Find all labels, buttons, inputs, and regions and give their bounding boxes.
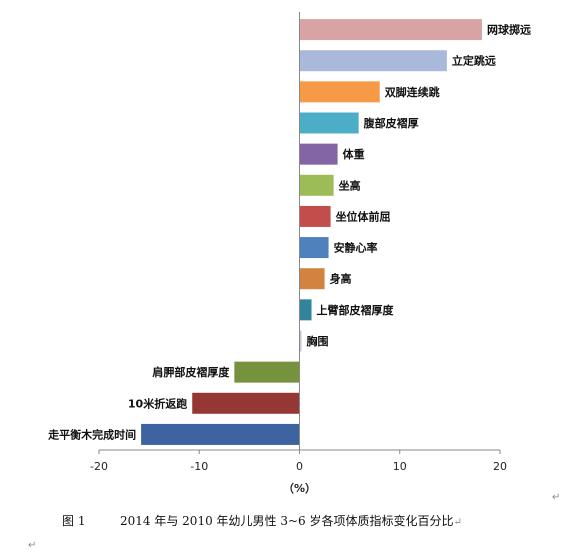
category-labels-group: 网球掷远立定跳远双脚连续跳腹部皮褶厚体重坐高坐位体前屈安静心率身高上臂部皮褶厚度… — [47, 23, 531, 442]
category-label-1: 立定跳远 — [452, 54, 496, 68]
figure-number: 图 1 — [62, 514, 86, 528]
paragraph-mark: ↵ — [28, 540, 37, 551]
bar-4 — [299, 143, 338, 165]
category-label-7: 安静心率 — [334, 241, 378, 255]
category-label-2: 双脚连续跳 — [385, 85, 440, 99]
bar-1 — [299, 50, 447, 72]
bars-group — [141, 19, 482, 445]
bar-5 — [299, 174, 334, 196]
bar-6 — [299, 205, 331, 227]
x-tick-label-0: -20 — [90, 460, 108, 473]
x-tick-label-3: 10 — [393, 460, 407, 473]
category-label-10: 胸围 — [307, 334, 329, 348]
category-label-12: 10米折返跑 — [128, 396, 187, 410]
paragraph-mark: ↵ — [552, 492, 561, 503]
bar-2 — [299, 81, 380, 103]
caption-text: 2014 年与 2010 年幼儿男性 3~6 岁各项体质指标变化百分比 — [120, 514, 454, 528]
category-label-9: 上臂部皮褶厚度 — [317, 303, 395, 317]
x-tick-label-1: -10 — [190, 460, 208, 473]
category-label-13: 走平衡木完成时间 — [47, 427, 136, 441]
x-ticks-group: -20 -10 0 10 20 — [90, 450, 507, 473]
category-label-3: 腹部皮褶厚 — [364, 116, 419, 130]
bar-11 — [234, 361, 300, 383]
bar-chart: 网球掷远立定跳远双脚连续跳腹部皮褶厚体重坐高坐位体前屈安静心率身高上臂部皮褶厚度… — [47, 12, 531, 495]
paragraph-mark: ↵ — [453, 517, 462, 528]
bar-9 — [299, 299, 312, 321]
x-axis-title: （%） — [283, 482, 316, 495]
category-label-6: 坐位体前屈 — [336, 209, 391, 223]
category-label-0: 网球掷远 — [487, 23, 531, 37]
category-label-5: 坐高 — [339, 178, 361, 192]
bar-8 — [299, 268, 325, 290]
x-tick-label-4: 20 — [493, 460, 507, 473]
bar-3 — [299, 112, 359, 134]
category-label-11: 肩胛部皮褶厚度 — [152, 365, 230, 379]
bar-13 — [141, 423, 300, 445]
category-label-4: 体重 — [343, 147, 365, 161]
bar-12 — [192, 392, 300, 414]
x-tick-label-2: 0 — [296, 460, 303, 473]
bar-7 — [299, 237, 329, 259]
figure-caption: 图 1 2014 年与 2010 年幼儿男性 3~6 岁各项体质指标变化百分比↵ — [62, 512, 462, 529]
category-label-8: 身高 — [330, 272, 352, 286]
bar-0 — [299, 19, 482, 41]
bar-10 — [299, 330, 302, 352]
